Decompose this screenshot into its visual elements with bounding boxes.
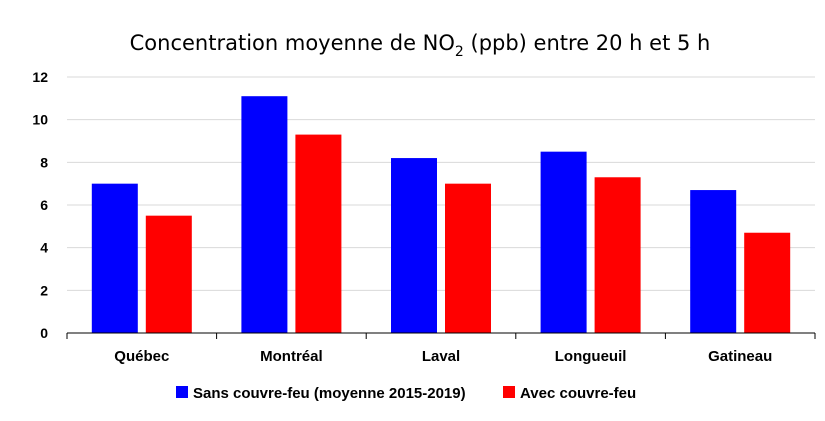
legend-swatch [176, 386, 188, 398]
y-tick-label: 4 [40, 240, 48, 256]
x-axis-labels: Québec Montréal Laval Longueuil Gatineau [114, 348, 772, 365]
y-tick-label: 12 [32, 69, 48, 85]
x-tick-label: Montréal [260, 348, 323, 365]
bar-avec-couvre-feu [145, 215, 192, 333]
axes [66, 332, 816, 339]
y-tick-label: 0 [40, 325, 48, 341]
x-tick-label: Laval [422, 348, 460, 365]
bar-sans-couvre-feu [391, 158, 437, 333]
bars [91, 96, 791, 333]
x-tick-label: Gatineau [708, 348, 772, 365]
y-tick-label: 2 [40, 282, 48, 298]
bar-avec-couvre-feu [594, 177, 641, 333]
y-tick-label: 6 [40, 197, 48, 213]
legend: Sans couvre-feu (moyenne 2015-2019) Avec … [176, 385, 636, 402]
bar-sans-couvre-feu [690, 190, 737, 333]
bar-avec-couvre-feu [744, 232, 791, 333]
y-tick-label: 8 [40, 154, 48, 170]
x-tick-label: Longueuil [555, 348, 627, 365]
x-tick-label: Québec [114, 348, 169, 365]
y-axis-ticks: 0 2 4 6 8 10 12 [32, 69, 48, 341]
bar-sans-couvre-feu [540, 151, 587, 333]
legend-label: Avec couvre-feu [520, 385, 636, 402]
bar-avec-couvre-feu [445, 183, 491, 333]
bar-sans-couvre-feu [91, 183, 138, 333]
chart-title: Concentration moyenne de NO2 (ppb) entre… [130, 31, 711, 60]
bar-sans-couvre-feu [241, 96, 288, 333]
legend-swatch [503, 386, 515, 398]
bar-avec-couvre-feu [295, 134, 342, 333]
legend-label: Sans couvre-feu (moyenne 2015-2019) [193, 385, 466, 402]
y-tick-label: 10 [32, 112, 48, 128]
